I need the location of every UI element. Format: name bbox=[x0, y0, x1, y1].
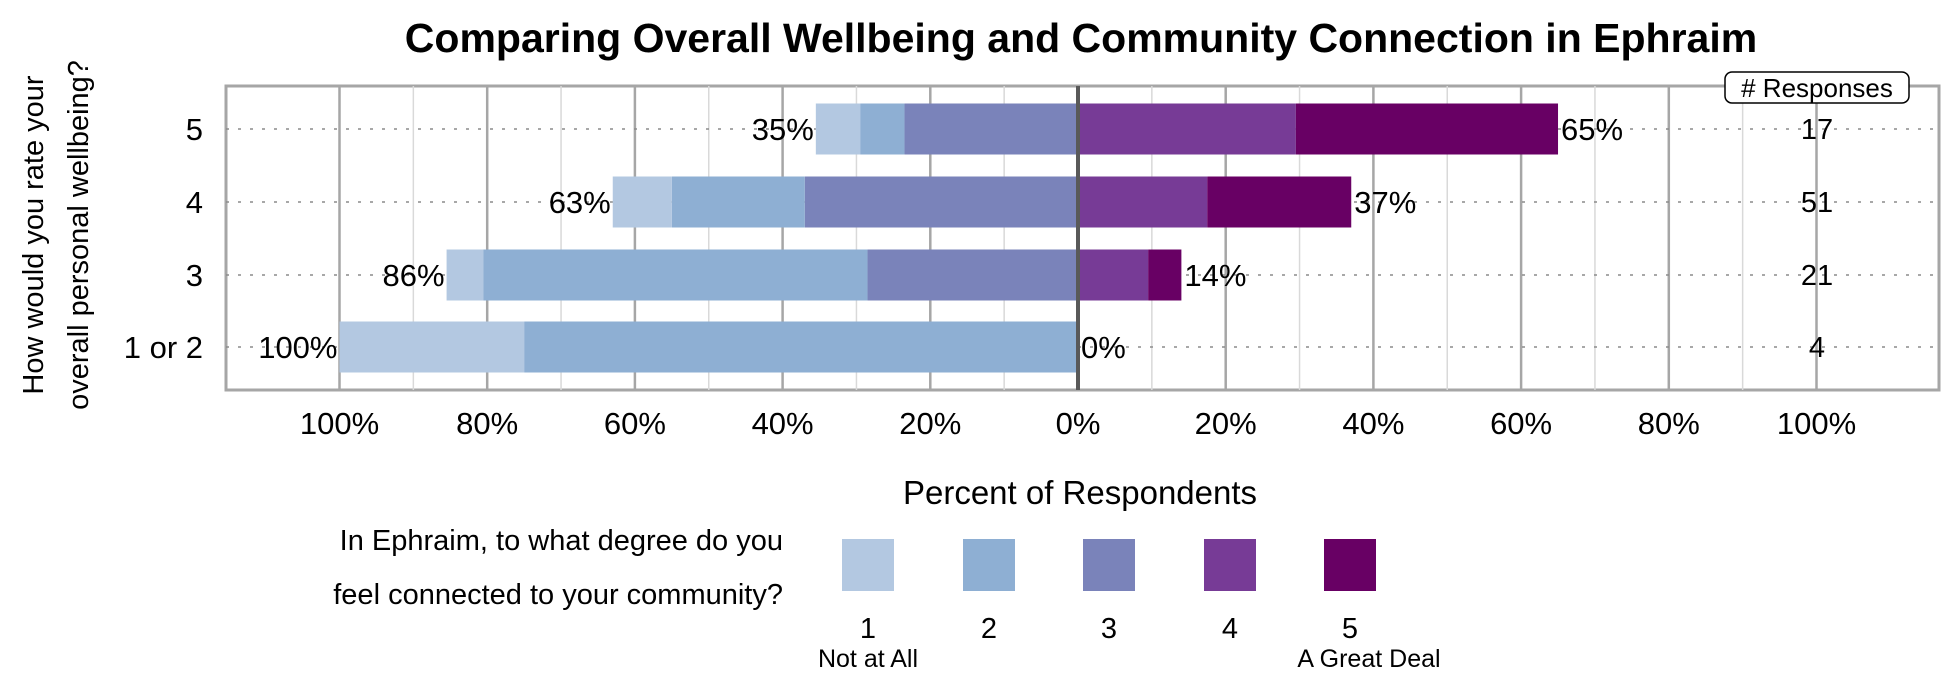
legend-label-1: 1 bbox=[860, 613, 876, 645]
legend-title-line-1: In Ephraim, to what degree do you bbox=[340, 525, 783, 557]
legend-title-line-2: feel connected to your community? bbox=[333, 579, 783, 611]
bar-segment-4 bbox=[1078, 103, 1296, 155]
responses-header: # Responses bbox=[1741, 73, 1893, 103]
bar-segment-4 bbox=[1078, 249, 1149, 301]
legend-swatch-3 bbox=[1083, 539, 1135, 591]
legend-high-anchor: A Great Deal bbox=[1297, 645, 1440, 673]
x-tick-label: 80% bbox=[1638, 406, 1700, 441]
legend-swatch-1 bbox=[842, 539, 894, 591]
bar-segment-5 bbox=[1148, 249, 1182, 301]
legend-label-2: 2 bbox=[981, 613, 997, 645]
responses-header-box bbox=[1724, 71, 1910, 104]
legend-swatch-4 bbox=[1204, 539, 1256, 591]
category-label: 3 bbox=[186, 258, 203, 293]
bar-segment-1 bbox=[612, 176, 672, 228]
bar-segment-1 bbox=[339, 321, 525, 373]
plot-area: 35% 65% 5 17 63% 37% 4 51 86% 14% 3 21 100% 0% 1 or 2 4… bbox=[124, 71, 1941, 441]
x-tick-label: 20% bbox=[899, 406, 961, 441]
category-label: 1 or 2 bbox=[124, 330, 203, 365]
left-total-label: 86% bbox=[383, 258, 445, 293]
bar-segment-3 bbox=[867, 249, 1078, 301]
legend-label-5: 5 bbox=[1342, 613, 1358, 645]
x-tick-label: 100% bbox=[1777, 406, 1856, 441]
bar-segment-4 bbox=[1078, 176, 1208, 228]
response-count: 21 bbox=[1801, 260, 1833, 292]
bar-segment-2 bbox=[860, 103, 905, 155]
response-count: 51 bbox=[1801, 187, 1833, 219]
legend-swatch-2 bbox=[963, 539, 1015, 591]
x-tick-label: 0% bbox=[1056, 406, 1101, 441]
bar-segment-2 bbox=[483, 249, 868, 301]
legend-low-anchor: Not at All bbox=[818, 645, 918, 673]
x-tick-label: 40% bbox=[1342, 406, 1404, 441]
x-tick-label: 20% bbox=[1195, 406, 1257, 441]
chart-title: Comparing Overall Wellbeing and Communit… bbox=[405, 15, 1757, 61]
left-total-label: 100% bbox=[258, 330, 337, 365]
x-axis-label: Percent of Respondents bbox=[903, 474, 1257, 511]
category-label: 4 bbox=[186, 185, 203, 220]
x-tick-label: 60% bbox=[1490, 406, 1552, 441]
bar-segment-3 bbox=[804, 176, 1078, 228]
bar-segment-5 bbox=[1207, 176, 1352, 228]
legend-label-4: 4 bbox=[1222, 613, 1238, 645]
y-axis-label-line-2: overall personal wellbeing? bbox=[63, 60, 95, 410]
y-axis-label: How would you rate your overall personal… bbox=[18, 60, 95, 410]
bar-segment-1 bbox=[815, 103, 861, 155]
left-total-label: 35% bbox=[752, 112, 814, 147]
x-tick-label: 40% bbox=[752, 406, 814, 441]
x-tick-label: 60% bbox=[604, 406, 666, 441]
legend-label-3: 3 bbox=[1101, 613, 1117, 645]
bar-segment-3 bbox=[904, 103, 1078, 155]
x-tick-label: 100% bbox=[300, 406, 379, 441]
right-total-label: 65% bbox=[1561, 112, 1623, 147]
bar-segment-2 bbox=[671, 176, 805, 228]
bar-segment-2 bbox=[524, 321, 1078, 373]
right-total-label: 0% bbox=[1081, 330, 1126, 365]
legend: In Ephraim, to what degree do you feel c… bbox=[333, 525, 1440, 673]
response-count: 4 bbox=[1809, 332, 1825, 364]
legend-items: 1 2 3 4 5 bbox=[842, 539, 1376, 645]
right-total-label: 37% bbox=[1354, 185, 1416, 220]
right-total-label: 14% bbox=[1184, 258, 1246, 293]
left-total-label: 63% bbox=[549, 185, 611, 220]
y-axis-label-line-1: How would you rate your bbox=[18, 75, 50, 394]
bar-segment-5 bbox=[1295, 103, 1559, 155]
x-tick-label: 80% bbox=[456, 406, 518, 441]
category-label: 5 bbox=[186, 112, 203, 147]
response-count: 17 bbox=[1801, 114, 1833, 146]
legend-swatch-5 bbox=[1324, 539, 1376, 591]
bar-segment-1 bbox=[446, 249, 484, 301]
